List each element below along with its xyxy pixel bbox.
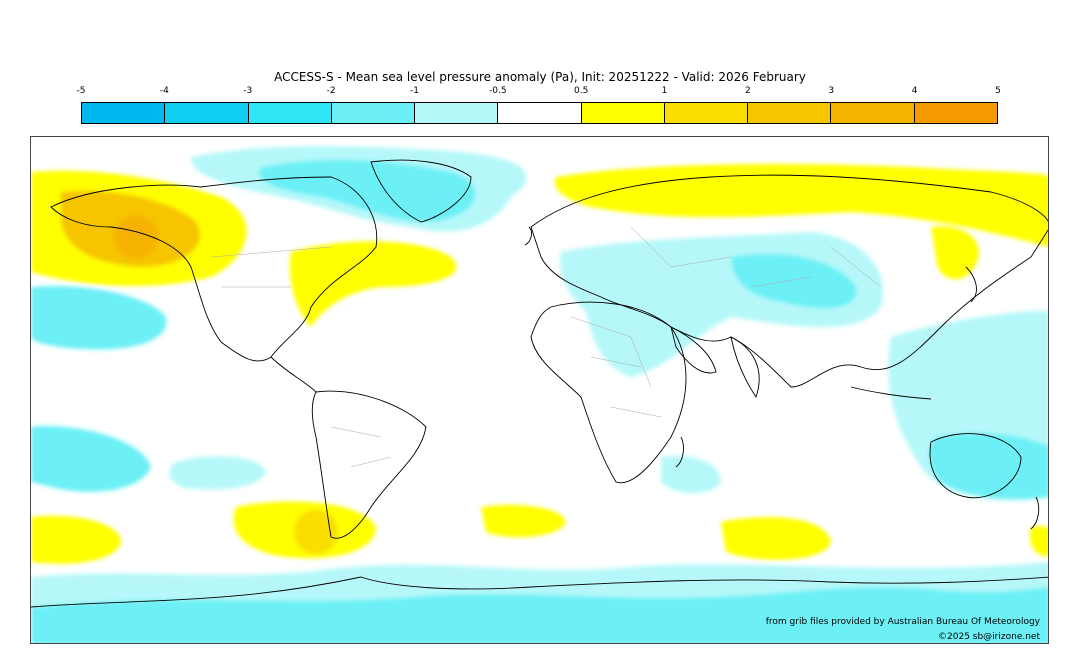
east-asia-positive-tongue [931,226,979,280]
south-atlantic-positive-blob [481,504,566,538]
japan-outline [965,266,977,303]
south-atlantic-negative-area [169,456,266,490]
central-america-outline [270,356,317,393]
indonesia-outline [850,386,932,400]
australia-negative-core [929,432,1048,499]
indian-ocean-negative-area [661,455,721,494]
anomaly-fields [31,146,1048,643]
legend-swatch [664,103,749,123]
south-pacific-negative-area [31,426,151,492]
legend-tick-label: -4 [159,86,169,96]
legend-swatch [748,103,832,123]
legend-swatch [165,103,249,123]
legend-tick-label: 0.5 [574,86,589,96]
legend-tick-label: -5 [76,86,86,96]
eurasia-positive-area [554,164,1048,247]
legend-tick-label: -3 [243,86,253,96]
legend-tick-label: -0.5 [489,86,507,96]
north-america-outline [50,176,378,362]
legend-tick-label: 1 [661,86,668,96]
north-pacific-positive-center [114,215,158,259]
india-outline [730,336,760,399]
africa-outline [530,301,687,484]
madagascar-outline [675,436,684,468]
legend-swatch [498,103,582,123]
legend-swatch [82,103,166,123]
legend-tick-label: 2 [745,86,751,96]
world-map: from grib files provided by Australian B… [30,136,1049,644]
legend-swatch [831,103,915,123]
greenland-outline [370,159,472,223]
arabia-outline [670,326,717,374]
map-title: ACCESS-S - Mean sea level pressure anoma… [274,70,806,84]
south-indian-positive-blob [721,517,831,560]
legend-swatch [331,103,416,123]
anomaly-map-svg [31,146,1048,643]
legend-tick-label: -2 [326,86,336,96]
legend-swatch [914,103,997,123]
legend-tick-labels: -5 -4 -3 -2 -1 -0.5 0.5 1 2 3 4 5 [0,86,1080,98]
data-source-credit: from grib files provided by Australian B… [765,617,1040,627]
australia-outline [929,433,1022,499]
color-legend [81,102,998,124]
country-borders [210,226,882,468]
australia-south-positive-blob [1029,526,1048,557]
new-zealand-outline [1030,496,1040,530]
legend-tick-label: -1 [409,86,419,96]
legend-tick-label: 5 [995,86,1001,96]
copyright-credit: ©2025 sb@irizone.net [938,632,1040,642]
east-pacific-negative-area [31,286,167,350]
legend-tick-label: 4 [911,86,918,96]
legend-swatch [581,103,665,123]
coastlines [31,159,1048,608]
north-atlantic-positive-area [289,241,457,327]
antarctic-negative-core [31,587,1048,643]
legend-swatch [248,103,332,123]
south-america-outline [311,390,427,539]
legend-tick-label: 3 [828,86,835,96]
patagonia-positive-core [294,510,338,554]
eurasia-negative-core [731,253,857,309]
uk-outline [524,226,532,246]
south-pacific-positive-blob [31,515,121,564]
antarctica-outline [31,576,1048,608]
legend-swatch [415,103,499,123]
arctic-negative-core [259,159,476,222]
